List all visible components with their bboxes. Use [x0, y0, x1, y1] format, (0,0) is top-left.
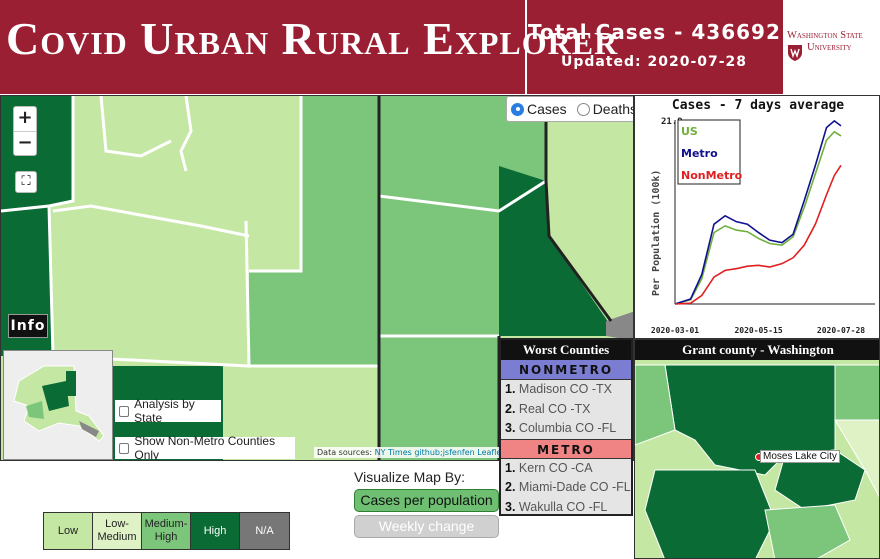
series-line-us — [674, 130, 842, 305]
rank: 3. — [505, 421, 516, 435]
checkbox-label: Show Non-Metro Counties Only — [134, 434, 276, 461]
chart-legend — [677, 119, 741, 185]
metric-toggle: Cases Deaths — [506, 96, 634, 122]
cases-radio-label[interactable]: Cases — [527, 101, 567, 117]
list-item[interactable]: 2. Real CO -TX — [501, 400, 631, 420]
nonmetro-only-checkbox[interactable]: Show Non-Metro Counties Only — [115, 434, 295, 461]
checkbox-box[interactable] — [119, 405, 130, 417]
chart-title: Cases - 7 days average — [671, 98, 845, 113]
checkbox-label: Analysis by State — [134, 397, 195, 425]
cases-chart: Cases - 7 days average 21.9 Per Populati… — [634, 95, 880, 339]
alaska-shape — [13, 365, 105, 442]
zoom-control: + − — [13, 106, 37, 156]
zoom-out-button[interactable]: − — [14, 131, 36, 155]
legend-medium-high: Medium-High — [142, 513, 191, 549]
app-title: Covid Urban Rural Explorer — [6, 13, 619, 64]
wsu-logo-line2: University — [807, 42, 852, 53]
list-item[interactable]: 1. Kern CO -CA — [501, 459, 631, 479]
county-name: Miami-Dade CO -FL — [518, 480, 631, 494]
worst-counties-panel: Worst Counties NONMETRO 1. Madison CO -T… — [499, 338, 633, 516]
wsu-logo-text: Washington State University — [787, 30, 863, 54]
alaska-inset-map[interactable] — [3, 350, 113, 460]
legend-low: Low — [44, 513, 93, 549]
wsu-logo[interactable]: Washington State University — [781, 0, 880, 94]
map-attribution: Data sources: NY Times github;jsfenfen L… — [314, 447, 524, 458]
rank: 3. — [505, 499, 516, 514]
fullscreen-icon[interactable]: ⛶ — [15, 171, 37, 193]
header-divider — [525, 0, 527, 94]
wsu-shield-icon — [788, 45, 802, 61]
rank: 1. — [505, 460, 516, 475]
legend-low-medium: Low-Medium — [93, 513, 142, 549]
total-cases: Total Cases - 4366922 — [528, 20, 796, 44]
series-line-metro — [674, 119, 842, 305]
deaths-radio[interactable] — [576, 102, 590, 116]
city-label: Moses Lake City — [760, 450, 840, 463]
x-tick-label: 2020-05-15 — [734, 326, 782, 335]
county-name: Wakulla CO -FL — [518, 499, 608, 514]
x-tick-label: 2020-03-01 — [651, 326, 699, 335]
county-name: Madison CO -TX — [518, 382, 613, 396]
series-line-nonmetro — [674, 164, 842, 305]
visualize-label: Visualize Map By: — [354, 469, 466, 485]
legend-entry: NonMetro — [681, 169, 743, 182]
county-name: Kern CO -CA — [518, 460, 593, 475]
legend-high: High — [191, 513, 240, 549]
nytimes-link[interactable]: NY Times — [374, 448, 412, 457]
county-name: Columbia CO -FL — [518, 421, 617, 435]
nonmetro-header: NONMETRO — [501, 360, 631, 380]
analysis-by-state-checkbox[interactable]: Analysis by State — [115, 397, 221, 425]
metro-header: METRO — [501, 438, 631, 459]
deaths-radio-label[interactable]: Deaths — [592, 101, 634, 117]
x-tick-label: 2020-07-28 — [817, 326, 865, 335]
choropleth-map[interactable]: + − ⛶ Info Analysis by State Show Non-Me… — [0, 95, 634, 461]
updated-date: Updated: 2020-07-28 — [560, 54, 748, 70]
header-banner: Covid Urban Rural Explorer Total Cases -… — [0, 0, 880, 94]
worst-counties-title: Worst Counties — [501, 340, 631, 360]
list-item[interactable]: 3. Columbia CO -FL — [501, 419, 631, 439]
rank: 2. — [505, 480, 516, 494]
wsu-logo-line1: Washington State — [787, 30, 863, 41]
rank: 1. — [505, 382, 516, 396]
list-item[interactable]: 3. Wakulla CO -FL — [501, 498, 631, 518]
info-button[interactable]: Info — [8, 314, 48, 338]
y-max-label: 21.9 — [661, 117, 683, 127]
county-name: Real CO -TX — [518, 401, 591, 416]
legend-entry: US — [681, 125, 698, 138]
list-item[interactable]: 2. Miami-Dade CO -FL — [501, 478, 631, 498]
list-item[interactable]: 1. Madison CO -TX — [501, 380, 631, 400]
y-axis-label: Per Population (100k) — [650, 170, 662, 296]
zoom-in-button[interactable]: + — [17, 107, 33, 128]
weekly-change-button[interactable]: Weekly change — [354, 515, 499, 538]
legend-na: N/A — [240, 513, 289, 549]
checkbox-box[interactable] — [119, 442, 130, 454]
attribution-prefix: Data sources: — [317, 448, 375, 457]
map-legend: Low Low-Medium Medium-High High N/A — [43, 512, 290, 550]
github-link[interactable]: github;jsfenfen — [414, 448, 475, 457]
cases-per-population-button[interactable]: Cases per population — [354, 489, 499, 512]
legend-entry: Metro — [681, 147, 718, 160]
county-detail-map[interactable]: Grant county - Washington — [634, 339, 880, 559]
leaflet-link[interactable]: Leaflet — [477, 448, 505, 457]
county-title: Grant county - Washington — [635, 340, 879, 360]
chart-svg: 21.9 Per Population (100k) 2020-03-01 202… — [650, 117, 875, 335]
cases-radio[interactable] — [511, 102, 524, 116]
rank: 2. — [505, 401, 516, 416]
